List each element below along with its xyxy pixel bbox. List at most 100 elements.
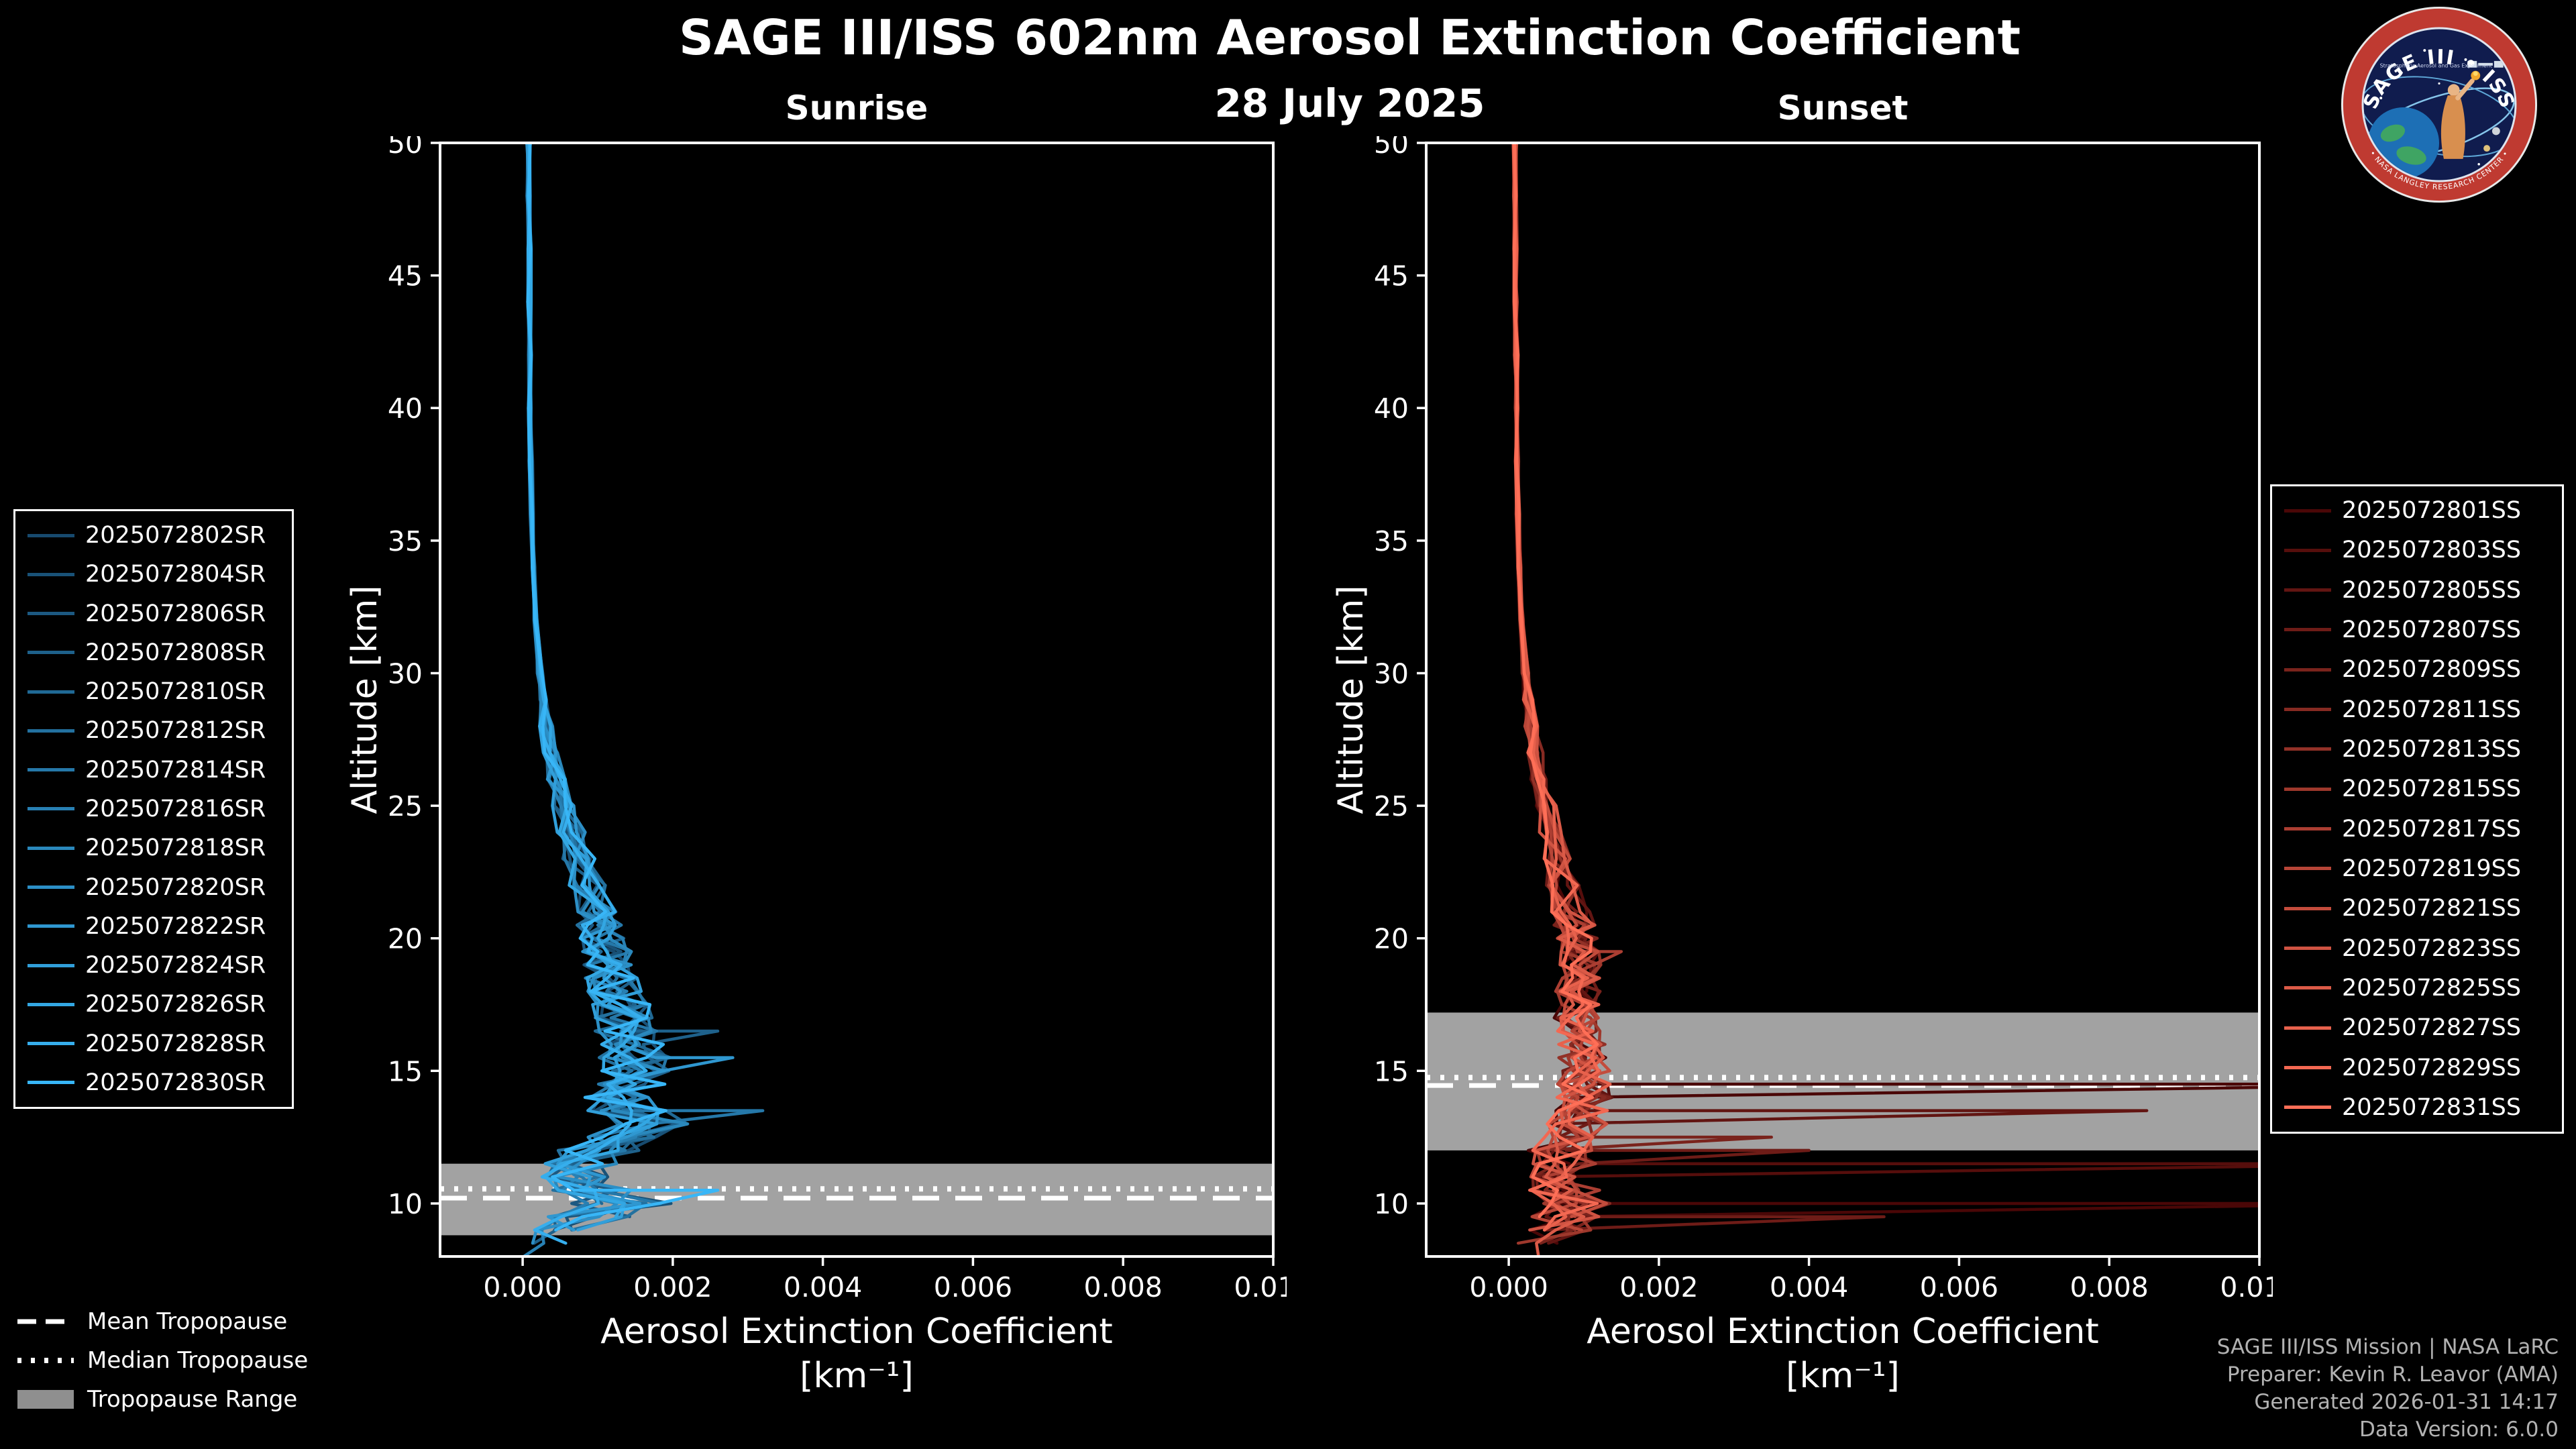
legend-label: 2025072816SR <box>85 795 266 822</box>
legend-item: 2025072806SR <box>28 600 280 627</box>
iss-satellite-icon <box>2467 60 2504 68</box>
legend-label: 2025072817SS <box>2342 815 2522 843</box>
legend-label: 2025072821SS <box>2342 895 2522 922</box>
profile-2025072831SS <box>1512 143 1599 1218</box>
legend-item: 2025072804SR <box>28 561 280 588</box>
x-tick-label: 0.006 <box>1920 1271 1998 1303</box>
y-tick-label: 50 <box>1374 136 1409 160</box>
legend-line-swatch <box>28 612 74 616</box>
legend-line-swatch <box>2284 667 2331 672</box>
legend-item: 2025072818SR <box>28 835 280 861</box>
legend-label: 2025072829SS <box>2342 1054 2522 1081</box>
legend-line-swatch <box>2284 906 2331 910</box>
legend-line-swatch <box>28 533 74 537</box>
sunrise-panel-title: Sunrise <box>785 89 928 127</box>
legend-item: 2025072811SS <box>2284 696 2550 723</box>
legend-item: 2025072801SS <box>2284 497 2550 524</box>
legend-item: 2025072829SS <box>2284 1055 2550 1081</box>
x-tick-label: 0.002 <box>633 1271 712 1303</box>
legend-label: 2025072806SR <box>85 600 266 627</box>
x-tick-label: 0.004 <box>1770 1271 1848 1303</box>
legend-label: 2025072826SR <box>85 991 266 1018</box>
legend-label: 2025072818SR <box>85 835 266 862</box>
legend-label: 2025072804SR <box>85 561 266 588</box>
profile-2025072829SS <box>1513 143 1609 1232</box>
legend-label: 2025072805SS <box>2342 576 2522 604</box>
sunset-legend: 2025072801SS 2025072803SS 2025072805SS 2025… <box>2270 484 2564 1134</box>
dotted-line-swatch <box>17 1358 74 1363</box>
y-tick-label: 25 <box>1374 790 1409 822</box>
profile-2025072830SR <box>526 143 720 1232</box>
y-tick-label: 25 <box>388 790 423 822</box>
legend-label: 2025072807SS <box>2342 616 2522 643</box>
legend-item: 2025072827SS <box>2284 1014 2550 1041</box>
legend-line-swatch <box>28 651 74 655</box>
legend-item: 2025072826SR <box>28 991 280 1018</box>
legend-line-swatch <box>28 807 74 811</box>
legend-label: 2025072803SS <box>2342 537 2522 564</box>
figure-title: SAGE III/ISS 602nm Aerosol Extinction Co… <box>678 9 2021 66</box>
legend-label: 2025072823SS <box>2342 934 2522 962</box>
legend-item: 2025072815SS <box>2284 775 2550 802</box>
legend-item: 2025072828SR <box>28 1030 280 1057</box>
legend-item: 2025072820SR <box>28 874 280 901</box>
legend-line-swatch <box>2284 548 2331 552</box>
legend-label: 2025072802SR <box>85 522 266 549</box>
y-tick-label: 30 <box>1374 658 1409 690</box>
y-tick-label: 45 <box>388 260 423 292</box>
median-tropopause-label: Median Tropopause <box>87 1347 309 1374</box>
credit-data-version: Data Version: 6.0.0 <box>2359 1417 2559 1442</box>
legend-label: 2025072801SS <box>2342 497 2522 524</box>
legend-label: 2025072813SS <box>2342 735 2522 763</box>
legend-label: 2025072820SR <box>85 873 266 901</box>
legend-line-swatch <box>2284 747 2331 751</box>
legend-item: 2025072813SS <box>2284 736 2550 763</box>
mean-tropopause-label: Mean Tropopause <box>87 1308 288 1335</box>
sunset-y-axis-label: Altitude [km] <box>1331 585 1371 814</box>
legend-label: 2025072809SS <box>2342 656 2522 684</box>
y-tick-label: 20 <box>1374 923 1409 955</box>
legend-item: 2025072819SS <box>2284 855 2550 882</box>
legend-item: 2025072814SR <box>28 757 280 784</box>
x-axis-label-units: [km⁻¹] <box>800 1356 914 1396</box>
legend-line-swatch <box>28 846 74 850</box>
legend-label: 2025072819SS <box>2342 855 2522 882</box>
tropopause-legend: Mean Tropopause Median Tropopause Tropop… <box>16 1307 308 1414</box>
y-tick-label: 15 <box>1374 1055 1409 1087</box>
y-tick-label: 30 <box>388 658 423 690</box>
mean-tropopause-legend-item: Mean Tropopause <box>16 1307 308 1336</box>
x-tick-label: 0.008 <box>1084 1271 1163 1303</box>
legend-label: 2025072822SR <box>85 912 266 940</box>
x-tick-label: 0.008 <box>2070 1271 2149 1303</box>
legend-line-swatch <box>28 963 74 967</box>
x-tick-label: 0.010 <box>2220 1271 2273 1303</box>
legend-item: 2025072824SR <box>28 952 280 979</box>
legend-line-swatch <box>2284 827 2331 831</box>
y-tick-label: 15 <box>388 1055 423 1087</box>
legend-item: 2025072812SR <box>28 717 280 744</box>
legend-line-swatch <box>28 572 74 576</box>
legend-line-swatch <box>28 924 74 928</box>
figure-date: 28 July 2025 <box>1214 80 1485 126</box>
credit-mission: SAGE III/ISS Mission | NASA LaRC <box>2216 1335 2559 1359</box>
legend-line-swatch <box>2284 947 2331 951</box>
y-tick-label: 40 <box>1374 392 1409 425</box>
sunset-panel-title: Sunset <box>1777 89 1909 127</box>
legend-item: 2025072817SS <box>2284 816 2550 843</box>
x-axis-label-text: Aerosol Extinction Coefficient <box>600 1311 1113 1352</box>
x-axis-label-units: [km⁻¹] <box>1786 1356 1900 1396</box>
y-tick-label: 10 <box>388 1188 423 1220</box>
x-tick-label: 0.000 <box>483 1271 561 1303</box>
legend-line-swatch <box>28 885 74 890</box>
legend-item: 2025072825SS <box>2284 975 2550 1002</box>
tropopause-range-label: Tropopause Range <box>87 1386 298 1413</box>
legend-label: 2025072831SS <box>2342 1093 2522 1121</box>
x-tick-label: 0.004 <box>784 1271 862 1303</box>
legend-item: 2025072808SR <box>28 639 280 666</box>
credits-block: SAGE III/ISS Mission | NASA LaRC Prepare… <box>2217 1334 2559 1444</box>
legend-label: 2025072810SR <box>85 678 266 706</box>
plot-frame <box>1425 142 2261 1258</box>
legend-item: 2025072831SS <box>2284 1094 2550 1121</box>
y-tick-label: 45 <box>1374 260 1409 292</box>
profile-2025072826SR <box>527 143 661 1218</box>
